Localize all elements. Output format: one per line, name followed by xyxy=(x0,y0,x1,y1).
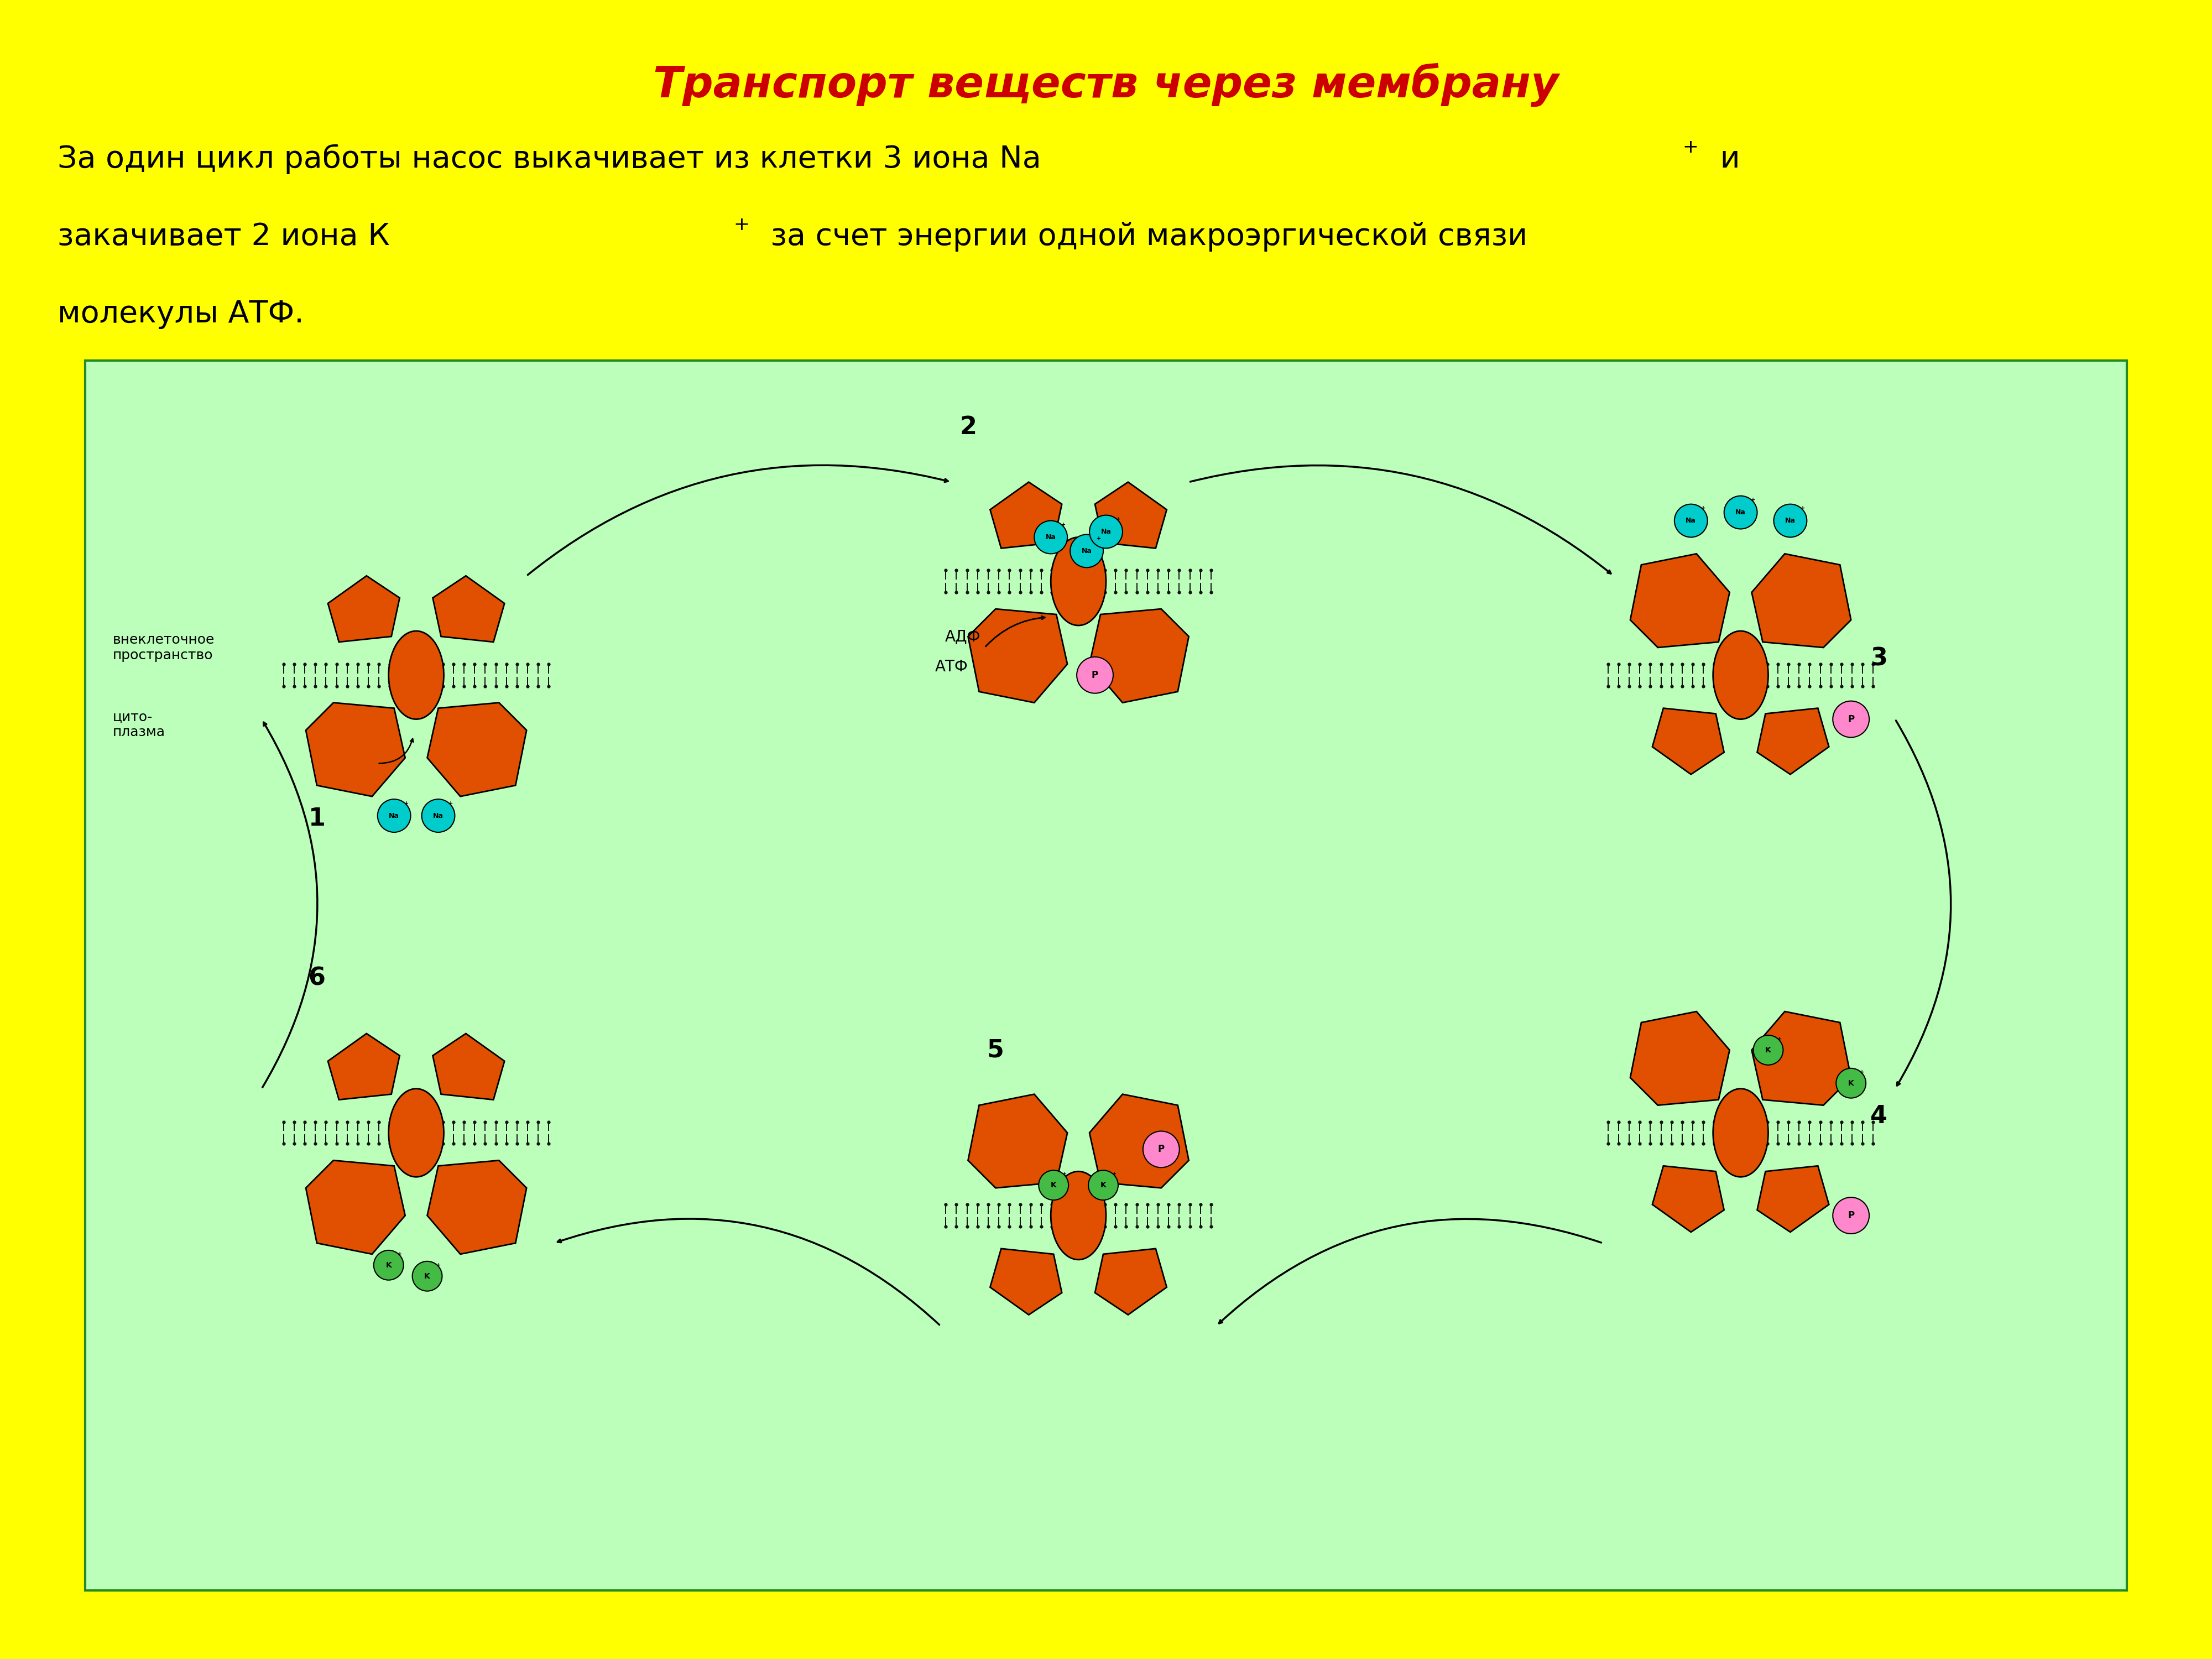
Polygon shape xyxy=(434,1034,504,1100)
Polygon shape xyxy=(969,609,1068,703)
Polygon shape xyxy=(1630,554,1730,647)
Polygon shape xyxy=(969,1095,1068,1188)
Text: +: + xyxy=(398,1251,403,1258)
Text: внеклеточное
пространство: внеклеточное пространство xyxy=(113,634,215,662)
Text: Na: Na xyxy=(1046,534,1055,541)
Text: и: и xyxy=(1710,144,1741,174)
Text: 6: 6 xyxy=(307,967,325,990)
Text: 4: 4 xyxy=(1869,1105,1887,1128)
Polygon shape xyxy=(1091,1095,1188,1188)
Text: Na: Na xyxy=(1082,547,1093,554)
Circle shape xyxy=(1040,1170,1068,1199)
Polygon shape xyxy=(1752,554,1851,647)
Text: За один цикл работы насос выкачивает из клетки 3 иона Na: За один цикл работы насос выкачивает из … xyxy=(58,144,1042,174)
Circle shape xyxy=(1674,504,1708,538)
Circle shape xyxy=(1071,534,1104,567)
Polygon shape xyxy=(991,483,1062,547)
Circle shape xyxy=(1836,1068,1867,1098)
Polygon shape xyxy=(1756,1166,1829,1233)
Polygon shape xyxy=(427,1160,526,1254)
Circle shape xyxy=(1144,1131,1179,1168)
Text: +: + xyxy=(405,801,409,806)
Polygon shape xyxy=(434,576,504,642)
Polygon shape xyxy=(1091,609,1188,703)
Text: Na: Na xyxy=(434,813,442,820)
Text: P: P xyxy=(1847,1211,1854,1221)
Text: АДФ: АДФ xyxy=(945,629,980,644)
Text: +: + xyxy=(1860,1070,1865,1075)
Text: Транспорт веществ через мембрану: Транспорт веществ через мембрану xyxy=(653,63,1559,106)
Polygon shape xyxy=(327,1034,400,1100)
Text: Na: Na xyxy=(1785,518,1796,524)
Text: K: K xyxy=(1847,1080,1854,1087)
Text: +: + xyxy=(436,1262,440,1267)
Circle shape xyxy=(422,800,456,833)
Polygon shape xyxy=(1652,1166,1723,1233)
Text: закачивает 2 иона К: закачивает 2 иона К xyxy=(58,222,389,252)
Polygon shape xyxy=(1095,483,1166,547)
Circle shape xyxy=(1834,702,1869,737)
Text: Na: Na xyxy=(1686,518,1697,524)
Polygon shape xyxy=(305,1160,405,1254)
Text: K: K xyxy=(1051,1181,1057,1190)
Ellipse shape xyxy=(389,630,445,720)
Text: +: + xyxy=(1062,1171,1066,1176)
Text: 2: 2 xyxy=(960,415,978,440)
Ellipse shape xyxy=(1051,538,1106,625)
Polygon shape xyxy=(327,576,400,642)
Text: Na: Na xyxy=(1102,528,1110,536)
Text: +: + xyxy=(734,216,750,234)
Polygon shape xyxy=(1095,1249,1166,1316)
Polygon shape xyxy=(305,703,405,796)
Circle shape xyxy=(374,1251,403,1281)
Text: +: + xyxy=(1117,516,1121,523)
Circle shape xyxy=(1774,504,1807,538)
Text: +: + xyxy=(1801,506,1805,511)
Polygon shape xyxy=(1630,1012,1730,1105)
Text: +: + xyxy=(1062,523,1066,528)
Ellipse shape xyxy=(389,1088,445,1176)
Text: +: + xyxy=(1750,498,1756,503)
Circle shape xyxy=(1834,1198,1869,1234)
Text: +: + xyxy=(449,801,453,806)
Polygon shape xyxy=(991,1249,1062,1316)
Text: +: + xyxy=(1113,1171,1117,1176)
Ellipse shape xyxy=(1051,1171,1106,1259)
Ellipse shape xyxy=(1712,630,1767,720)
Text: +: + xyxy=(1701,506,1705,511)
Polygon shape xyxy=(1752,1012,1851,1105)
Polygon shape xyxy=(1652,708,1723,775)
Circle shape xyxy=(1091,516,1121,547)
Text: цито-
плазма: цито- плазма xyxy=(113,710,166,738)
Text: молекулы АТФ.: молекулы АТФ. xyxy=(58,299,303,328)
Text: Na: Na xyxy=(1736,509,1745,516)
Text: K: K xyxy=(1099,1181,1106,1190)
Circle shape xyxy=(1754,1035,1783,1065)
Circle shape xyxy=(1035,521,1068,554)
Text: K: K xyxy=(1765,1047,1772,1053)
Text: K: K xyxy=(425,1272,429,1281)
Circle shape xyxy=(378,800,411,833)
Text: 5: 5 xyxy=(987,1039,1004,1062)
Circle shape xyxy=(1723,496,1756,529)
Text: за счет энергии одной макроэргической связи: за счет энергии одной макроэргической св… xyxy=(761,222,1528,252)
Ellipse shape xyxy=(1712,1088,1767,1176)
Text: 1: 1 xyxy=(307,806,325,831)
Text: АТФ: АТФ xyxy=(936,659,969,675)
Text: P: P xyxy=(1091,670,1099,680)
Circle shape xyxy=(1088,1170,1117,1199)
Text: K: K xyxy=(385,1261,392,1269)
Polygon shape xyxy=(427,703,526,796)
FancyBboxPatch shape xyxy=(84,360,2128,1591)
Text: Na: Na xyxy=(389,813,400,820)
Text: +: + xyxy=(1776,1037,1781,1042)
Text: +: + xyxy=(1097,536,1102,541)
Circle shape xyxy=(411,1261,442,1291)
Text: P: P xyxy=(1157,1145,1164,1155)
Text: P: P xyxy=(1847,715,1854,725)
Circle shape xyxy=(1077,657,1113,693)
Text: +: + xyxy=(1683,138,1699,156)
Text: 3: 3 xyxy=(1869,647,1887,670)
Polygon shape xyxy=(1756,708,1829,775)
